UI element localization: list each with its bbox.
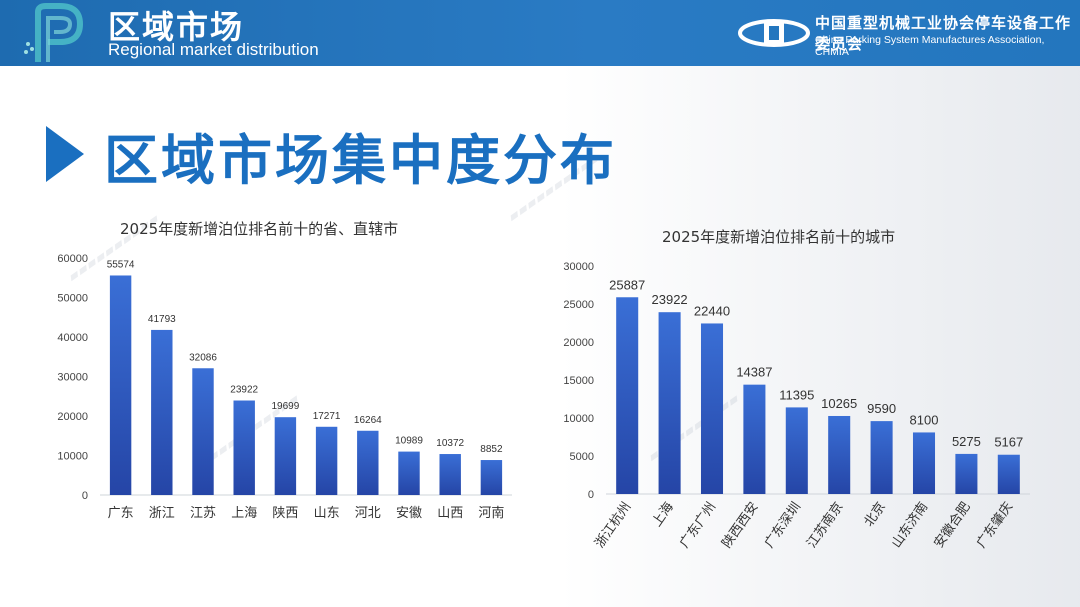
data-label: 10372	[436, 438, 464, 449]
bar	[658, 312, 681, 494]
y-tick-label: 50000	[57, 293, 88, 305]
p-logo-icon	[24, 2, 84, 62]
bar	[700, 323, 724, 494]
section-title: 区域市场集中度分布	[104, 129, 617, 192]
bar	[828, 415, 851, 494]
data-label: 22440	[694, 303, 730, 318]
bar	[480, 460, 503, 495]
data-label: 11395	[779, 387, 814, 402]
x-category-label: 陕西	[272, 506, 298, 521]
x-category-label: 江苏	[190, 505, 216, 521]
bar	[912, 432, 936, 494]
x-category-label: 陕西西安	[720, 500, 762, 551]
bar	[109, 275, 132, 495]
y-tick-label: 5000	[570, 451, 594, 463]
bar	[315, 426, 338, 495]
x-category-label: 北京	[862, 500, 889, 530]
chart-title-cities: 2025年度新增泊位排名前十的城市	[662, 228, 896, 246]
chart-title-provinces: 2025年度新增泊位排名前十的省、直辖市	[120, 220, 399, 238]
x-category-label: 河北	[355, 506, 381, 521]
y-tick-label: 20000	[563, 337, 594, 349]
section-arrow-icon	[46, 126, 84, 182]
data-label: 41793	[148, 314, 176, 325]
data-label: 25887	[609, 277, 645, 292]
bar	[616, 297, 639, 494]
header-title: 区域市场	[108, 8, 245, 46]
y-tick-label: 60000	[57, 253, 88, 265]
x-category-label: 安徽	[396, 506, 422, 521]
header-bar: 区域市场 Regional market distribution 中国重型机械…	[0, 0, 1080, 66]
x-category-label: 山东济南	[888, 499, 931, 551]
association-name-en: China Parking System Manufactures Associ…	[815, 34, 1045, 58]
data-label: 16264	[354, 415, 382, 426]
x-category-label: 广东广州	[677, 500, 719, 551]
y-tick-label: 30000	[563, 261, 594, 273]
data-label: 5167	[994, 435, 1023, 450]
bar	[785, 407, 808, 494]
bar	[274, 417, 297, 495]
bar	[743, 384, 766, 494]
x-category-label: 浙江杭州	[592, 500, 634, 551]
province-bar-chart: 0 10000 20000 30000 40000 50000 60000 55574 广东 41…	[57, 253, 512, 521]
x-category-label: 广东深圳	[762, 500, 804, 551]
data-label: 32086	[189, 352, 217, 363]
x-category-label: 上海	[231, 506, 257, 521]
y-tick-label: 30000	[57, 372, 88, 384]
bar	[997, 454, 1020, 494]
data-label: 55574	[107, 259, 135, 270]
bar	[439, 454, 461, 495]
y-tick-label: 0	[588, 489, 594, 501]
header-subtitle: Regional market distribution	[108, 40, 319, 59]
x-category-label: 河南	[478, 505, 504, 521]
y-tick-label: 20000	[57, 411, 88, 423]
y-tick-label: 10000	[563, 413, 594, 425]
data-label: 5275	[952, 434, 981, 449]
data-label: 8852	[480, 444, 503, 455]
y-tick-label: 25000	[563, 299, 594, 311]
association-name-cn: 中国重型机械工业协会停车设备工作委员会	[815, 14, 1072, 53]
bar	[151, 329, 173, 495]
data-label: 19699	[271, 401, 299, 412]
bar	[870, 421, 893, 494]
data-label: 17271	[313, 411, 341, 422]
data-label: 8100	[910, 412, 939, 427]
bar	[955, 453, 978, 494]
association-logo-icon	[738, 19, 810, 47]
bar	[192, 368, 214, 495]
x-category-label: 山西	[437, 506, 463, 521]
bar	[398, 451, 420, 495]
y-tick-label: 15000	[563, 375, 594, 387]
city-bar-chart: 0 5000 10000 15000 20000 25000 30000 25887 浙江杭州 2…	[563, 261, 1030, 551]
y-tick-label: 10000	[57, 451, 88, 463]
x-category-label: 广东	[108, 506, 134, 521]
data-label: 14387	[736, 365, 772, 380]
y-tick-label: 40000	[57, 332, 88, 344]
data-label: 9590	[867, 401, 896, 416]
x-category-label: 江苏南京	[804, 499, 847, 551]
bar	[357, 430, 379, 495]
y-tick-label: 0	[82, 490, 88, 502]
background-decoration	[560, 66, 1080, 607]
x-category-label: 上海	[650, 500, 677, 530]
x-category-label: 安徽合肥	[932, 500, 974, 551]
x-category-label: 广东肇庆	[974, 500, 1016, 551]
x-category-label: 山东	[314, 506, 340, 521]
bar	[233, 400, 255, 495]
data-label: 10265	[821, 396, 857, 411]
x-category-label: 浙江	[149, 506, 175, 521]
data-label: 23922	[652, 292, 688, 307]
data-label: 10989	[395, 436, 423, 447]
data-label: 23922	[230, 385, 258, 396]
